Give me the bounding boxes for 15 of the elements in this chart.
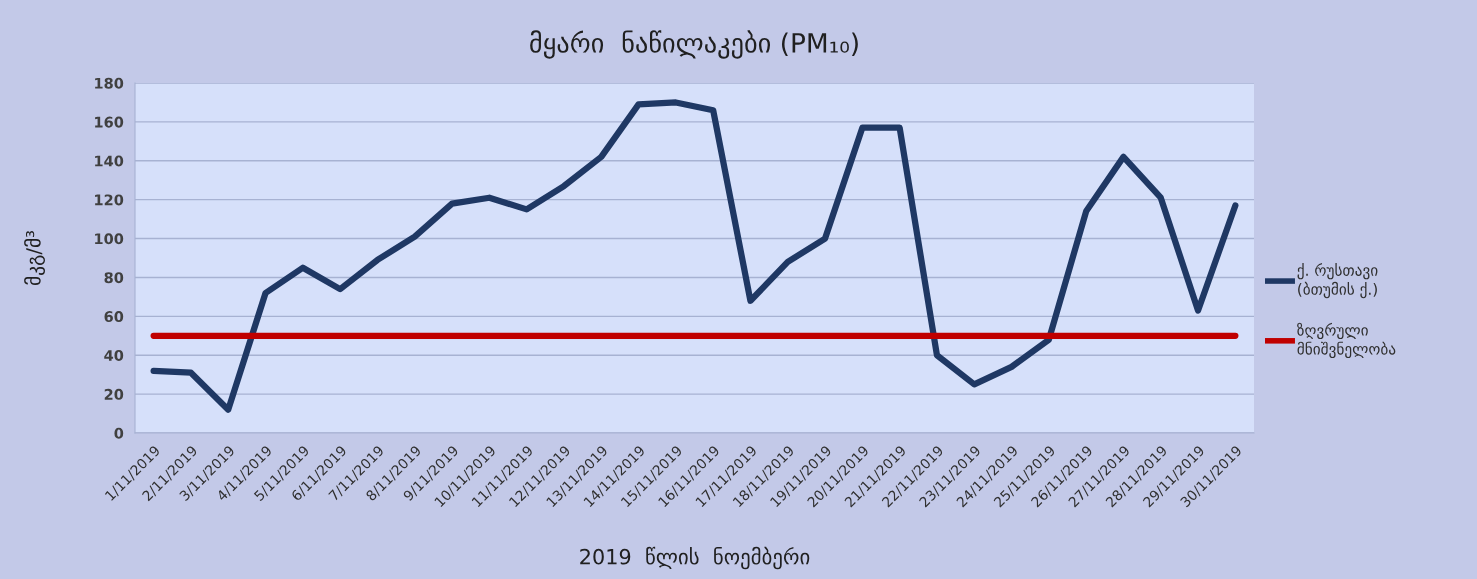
legend-label: ქ. რუსთავი (ბთუმის ქ.) (1297, 262, 1378, 299)
chart-title: მყარი ნაწილაკები (PM₁₀) (530, 30, 858, 59)
y-tick-label: 160 (95, 116, 124, 128)
y-tick-label: 140 (95, 155, 124, 167)
y-tick-label: 100 (95, 233, 124, 245)
legend-label: ზღვრული მნიშვნელობა (1297, 322, 1396, 359)
y-tick-label: 20 (104, 388, 124, 400)
y-axis-title: მკგ/მ³ (24, 231, 45, 285)
y-tick-label: 0 (114, 427, 124, 439)
y-tick-label: 40 (104, 349, 124, 361)
y-tick-label: 120 (95, 194, 124, 206)
y-tick-label: 60 (104, 311, 124, 323)
y-tick-label: 80 (104, 272, 124, 284)
y-tick-label: 180 (95, 77, 124, 89)
x-axis-title: 2019 წლის ნოემბერი (580, 546, 810, 570)
